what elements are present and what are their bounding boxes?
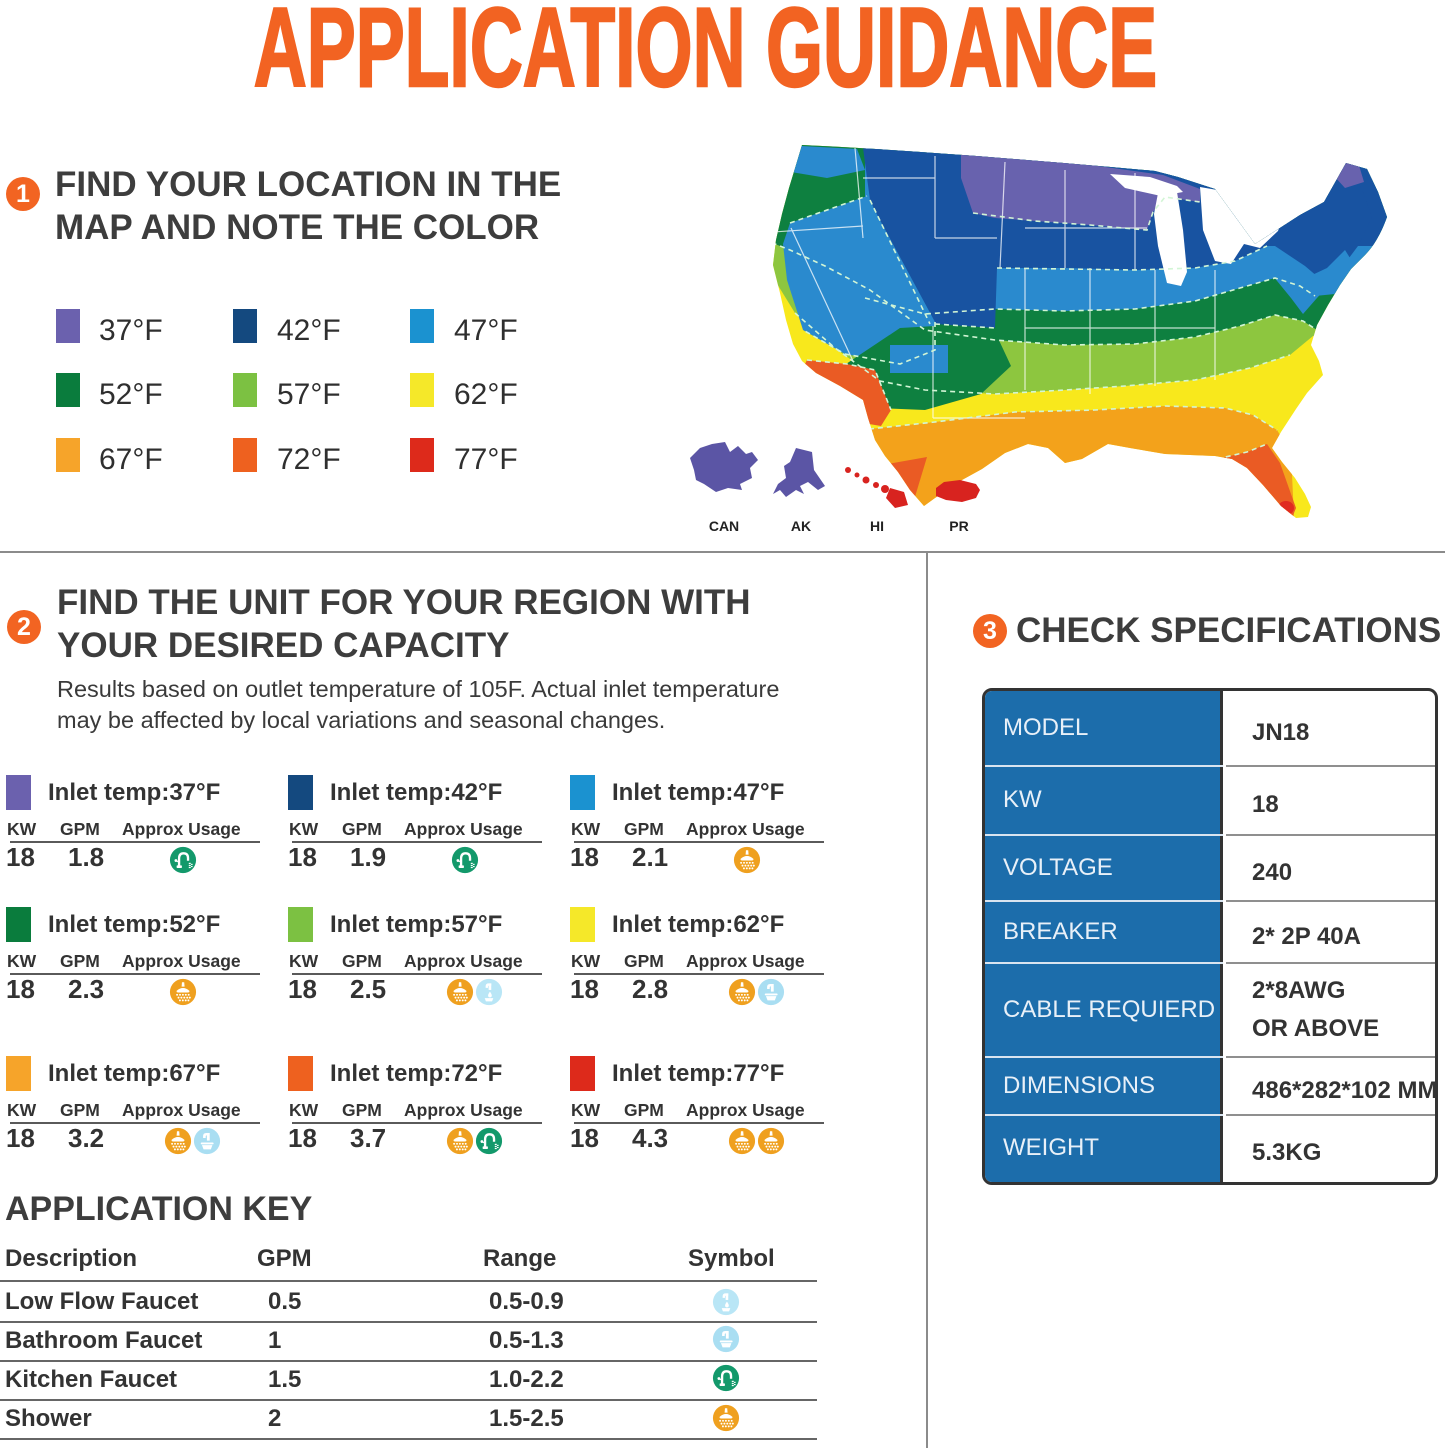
svg-text:HI: HI (870, 518, 884, 534)
svg-text:CAN: CAN (709, 518, 739, 534)
svg-text:PR: PR (949, 518, 968, 534)
svg-text:AK: AK (791, 518, 811, 534)
